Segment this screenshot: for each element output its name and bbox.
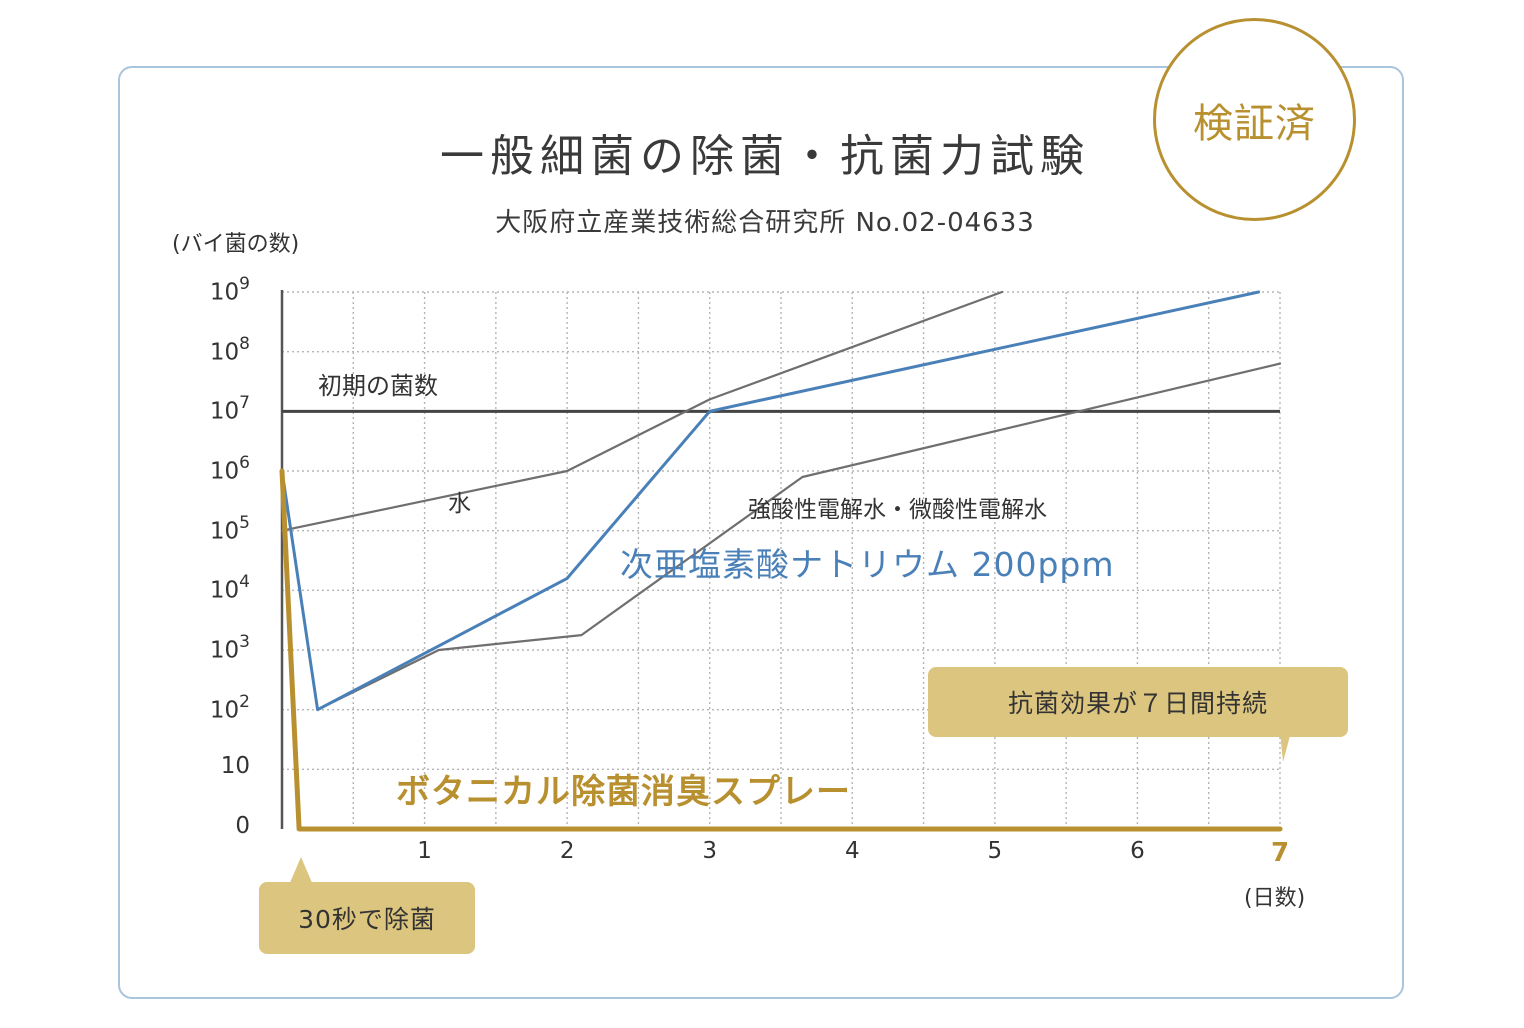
callout-pointer-30	[289, 857, 313, 885]
x-tick-label: 4	[844, 838, 860, 864]
verified-badge: 検証済	[1153, 18, 1356, 221]
y-axis-label: (バイ菌の数)	[172, 232, 300, 257]
series-lines	[279, 290, 1283, 832]
x-tick-label: 6	[1130, 838, 1145, 864]
series-label-water: 水	[448, 491, 471, 517]
y-tick-label: 0	[235, 813, 250, 839]
callout-thirty-seconds: 30秒で除菌	[259, 882, 475, 954]
series-line-botanical-spray	[279, 468, 1283, 832]
x-tick-label: 7	[1270, 838, 1290, 868]
x-tick-label: 5	[987, 838, 1003, 864]
y-tick-label: 105	[209, 512, 250, 545]
callout-pointer-7	[1280, 732, 1291, 762]
y-tick-label: 106	[209, 453, 250, 485]
y-tick-label: 103	[209, 632, 250, 664]
x-tick-label: 3	[702, 838, 718, 864]
x-tick-label: 1	[417, 838, 432, 864]
initial-count-label: 初期の菌数	[318, 372, 438, 400]
y-tick-label: 107	[209, 393, 250, 425]
x-axis-label: (日数)	[1244, 886, 1306, 911]
y-tick-label: 102	[209, 691, 250, 724]
y-tick-label: 10	[220, 753, 250, 780]
series-label-hypochlorite: 次亜塩素酸ナトリウム 200ppm	[620, 545, 1115, 584]
y-tick-label: 109	[209, 274, 250, 306]
callout-seven-days: 抗菌効果が７日間持続	[928, 667, 1348, 737]
chart-subtitle: 大阪府立産業技術総合研究所 No.02-04633	[495, 208, 1035, 238]
series-line-hypochlorite	[280, 290, 1261, 712]
x-tick-label: 2	[559, 838, 575, 864]
series-line-water	[280, 290, 1004, 532]
chart-frame	[118, 66, 1404, 999]
series-label-electrolyzed: 強酸性電解水・微酸性電解水	[748, 497, 1047, 523]
y-tick-label: 108	[209, 333, 250, 366]
y-tick-label: 104	[209, 572, 250, 604]
series-label-botanical-spray: ボタニカル除菌消臭スプレー	[396, 772, 851, 812]
chart-title: 一般細菌の除菌・抗菌力試験	[440, 131, 1090, 182]
